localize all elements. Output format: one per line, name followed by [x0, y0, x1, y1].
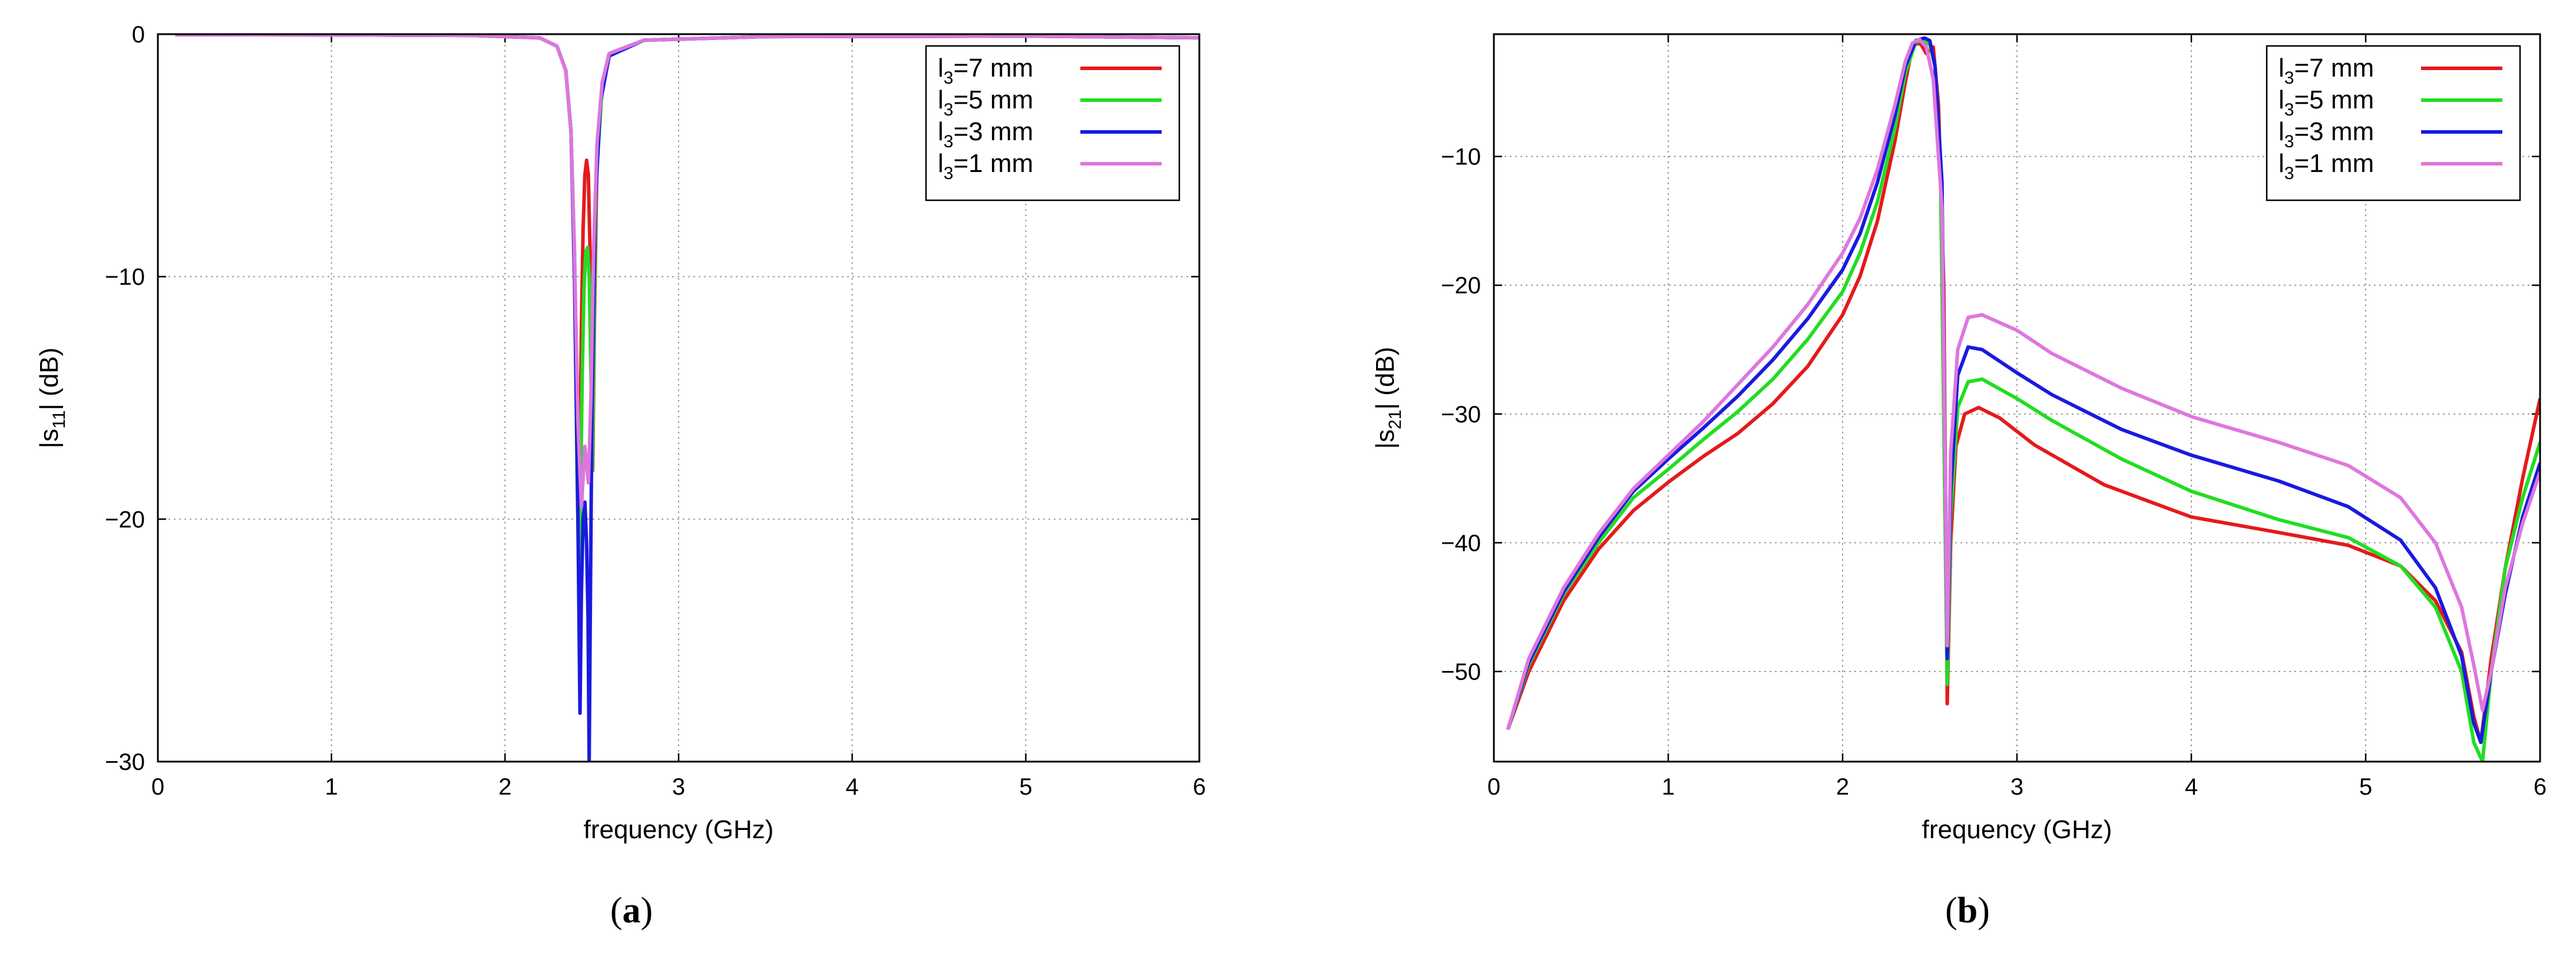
caption-b: (b)	[1945, 891, 1990, 931]
legend-entry-label: l3=3 mm	[2279, 117, 2374, 151]
legend-entry-label: l3=3 mm	[938, 117, 1033, 151]
x-tick-label: 0	[1487, 774, 1500, 800]
x-tick-label: 2	[1836, 774, 1849, 800]
plot-frame-b	[1493, 33, 2541, 763]
y-tick-label: −20	[105, 507, 145, 532]
caption-a-open: (	[610, 891, 623, 931]
y-tick-label: −40	[1441, 530, 1481, 556]
x-axis-label-b: frequency (GHz)	[1922, 815, 2112, 844]
grid-a	[158, 34, 1199, 762]
legend-entry-label: l3=1 mm	[938, 149, 1033, 183]
series-group-a	[175, 34, 1199, 762]
caption-a-close: )	[641, 891, 653, 931]
x-tick-label: 4	[2185, 774, 2198, 800]
x-tick-label: 3	[672, 774, 685, 800]
legend-entry-label: l3=5 mm	[938, 85, 1033, 120]
series-line-a-3	[175, 34, 1199, 509]
y-tick-label: −30	[1441, 402, 1481, 428]
x-tick-label: 5	[2359, 774, 2372, 800]
legend-entry-label: l3=7 mm	[938, 54, 1033, 88]
x-tick-label: 4	[846, 774, 859, 800]
series-group-b	[1506, 36, 2540, 762]
ticks-b: 0 1 2 3 4 5 6 −10 −20 −30 −40 −50	[1441, 34, 2547, 800]
plot-frame-a	[157, 33, 1201, 763]
legend-entry-label: l3=7 mm	[2279, 54, 2374, 88]
caption-a: (a)	[610, 891, 653, 931]
y-tick-label: 0	[132, 22, 145, 48]
y-tick-label: −30	[105, 749, 145, 775]
legend-entry-label: l3=1 mm	[2279, 149, 2374, 183]
legend-box	[2266, 45, 2521, 201]
legend-entry-label: l3=5 mm	[2279, 85, 2374, 120]
caption-b-close: )	[1978, 891, 1990, 931]
y-axis-label-b: |s21| (dB)	[1371, 347, 1405, 449]
x-axis-label-a: frequency (GHz)	[584, 815, 774, 844]
series-line-b-3	[1506, 37, 2540, 730]
x-tick-label: 6	[1193, 774, 1206, 800]
y-axis-label-b-prefix: |s	[1371, 429, 1400, 449]
y-axis-label-a: |s11| (dB)	[35, 348, 69, 448]
y-axis-label-a-suffix: | (dB)	[35, 348, 64, 411]
y-axis-label-b-sub: 21	[1385, 409, 1405, 429]
x-tick-label: 1	[325, 774, 338, 800]
y-axis-label-a-prefix: |s	[35, 429, 64, 448]
caption-a-letter: a	[623, 891, 641, 931]
legend-box	[925, 45, 1180, 201]
x-tick-label: 0	[151, 774, 164, 800]
y-tick-label: −10	[1441, 144, 1481, 170]
y-tick-label: −10	[105, 264, 145, 290]
x-tick-label: 3	[2010, 774, 2023, 800]
y-tick-label: −20	[1441, 273, 1481, 299]
caption-b-letter: b	[1957, 891, 1978, 931]
x-tick-label: 5	[1019, 774, 1032, 800]
caption-b-open: (	[1945, 891, 1957, 931]
x-tick-label: 2	[498, 774, 511, 800]
x-tick-label: 6	[2534, 774, 2547, 800]
x-tick-label: 1	[1662, 774, 1675, 800]
y-axis-label-a-sub: 11	[49, 411, 69, 429]
y-tick-label: −50	[1441, 659, 1481, 685]
y-axis-label-b-suffix: | (dB)	[1371, 347, 1400, 410]
